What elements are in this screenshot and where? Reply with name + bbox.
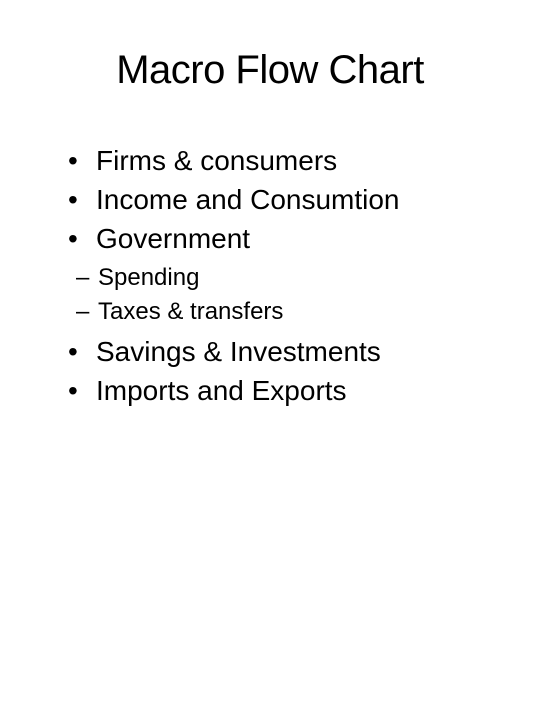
bullet-item: Firms & consumers [68,141,500,180]
main-bullet-list: Firms & consumers Income and Consumtion … [40,141,500,259]
sub-bullet-list: Spending Taxes & transfers [40,261,500,331]
bullet-item: Income and Consumtion [68,180,500,219]
bullet-item: Imports and Exports [68,371,500,410]
sub-bullet-item: Spending [76,261,500,296]
slide-title: Macro Flow Chart [40,48,500,93]
main-bullet-list-continued: Savings & Investments Imports and Export… [40,332,500,410]
bullet-item: Government [68,219,500,258]
bullet-item: Savings & Investments [68,332,500,371]
sub-bullet-item: Taxes & transfers [76,295,500,330]
